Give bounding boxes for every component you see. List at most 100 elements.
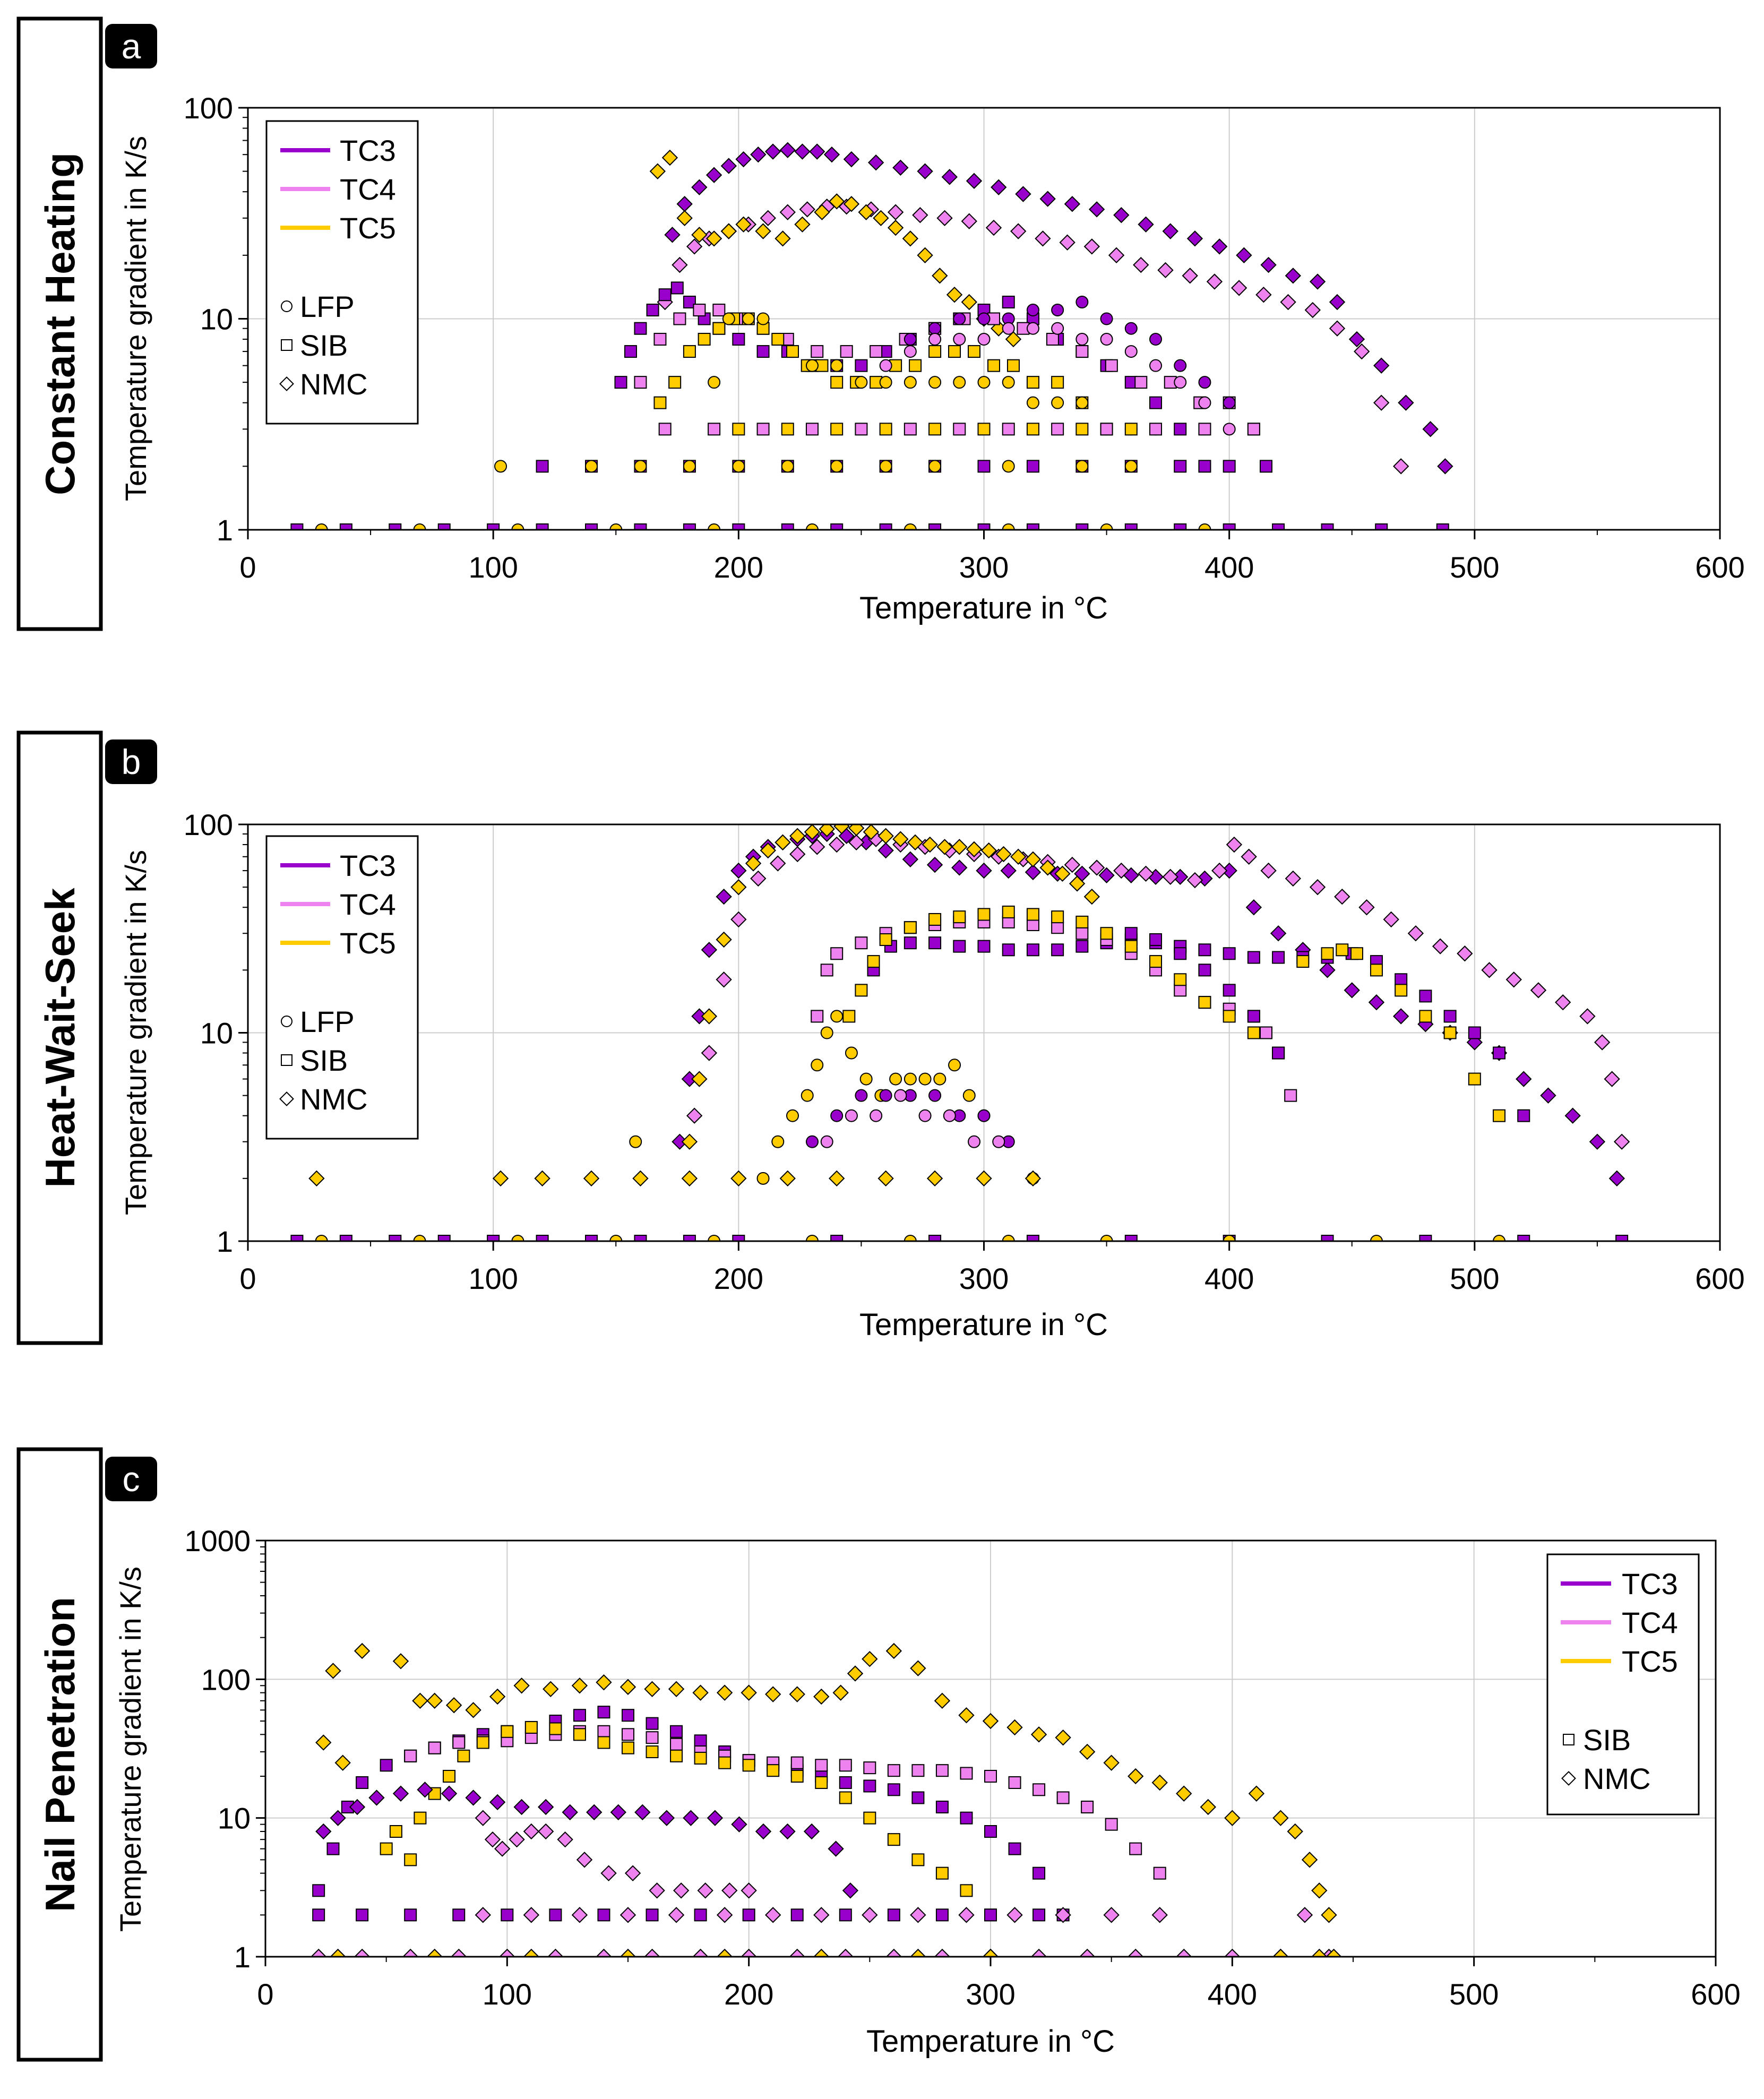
data-point bbox=[1321, 947, 1334, 960]
legend-label: NMC bbox=[1583, 1762, 1651, 1795]
data-point bbox=[1124, 345, 1138, 358]
data-point bbox=[1272, 523, 1285, 530]
data-point bbox=[903, 523, 917, 530]
data-point bbox=[928, 460, 942, 473]
y-tick-label: 1 bbox=[217, 1225, 233, 1258]
data-point bbox=[1026, 943, 1039, 957]
data-point bbox=[922, 836, 938, 853]
data-point bbox=[1026, 376, 1039, 389]
data-point bbox=[1039, 191, 1056, 207]
data-point bbox=[730, 1170, 747, 1187]
data-point bbox=[494, 1840, 511, 1857]
data-point bbox=[732, 423, 745, 436]
legend-box bbox=[265, 835, 419, 1140]
data-point bbox=[847, 1665, 864, 1682]
data-point bbox=[1051, 322, 1064, 335]
x-axis-label: Temperature in °C bbox=[866, 2024, 1115, 2059]
data-point bbox=[977, 523, 991, 530]
data-point bbox=[334, 1754, 351, 1771]
data-point bbox=[1422, 421, 1439, 437]
data-point bbox=[718, 1756, 732, 1769]
series-nmc-tc5 bbox=[315, 1642, 1337, 1923]
series-sib-tc3-late bbox=[1124, 927, 1285, 1060]
data-point bbox=[1174, 460, 1187, 473]
data-point bbox=[1285, 870, 1301, 887]
data-point bbox=[1149, 396, 1163, 409]
data-point bbox=[1223, 460, 1236, 473]
data-point bbox=[1198, 423, 1211, 436]
data-point bbox=[722, 312, 735, 325]
data-point bbox=[1075, 940, 1089, 953]
data-point bbox=[976, 862, 992, 879]
data-point bbox=[619, 1907, 636, 1923]
data-point bbox=[960, 1811, 973, 1825]
data-point bbox=[995, 846, 1012, 863]
data-point bbox=[672, 256, 688, 273]
data-point bbox=[1296, 955, 1310, 968]
data-point bbox=[741, 1684, 757, 1701]
data-point bbox=[985, 219, 1002, 236]
data-point bbox=[765, 1907, 781, 1923]
data-point bbox=[1059, 234, 1075, 251]
data-point bbox=[828, 1840, 844, 1857]
data-point bbox=[742, 1908, 755, 1922]
data-point bbox=[977, 908, 991, 921]
data-point bbox=[903, 1235, 917, 1241]
legend-label: LFP bbox=[300, 290, 355, 323]
data-point bbox=[862, 1907, 878, 1923]
data-point bbox=[692, 1684, 709, 1701]
y-tick-label: 100 bbox=[184, 808, 233, 841]
data-point bbox=[819, 824, 835, 837]
data-point bbox=[694, 1734, 707, 1748]
data-point bbox=[646, 1908, 659, 1922]
data-point bbox=[1398, 394, 1414, 411]
data-point bbox=[670, 281, 684, 295]
data-point bbox=[832, 1684, 849, 1701]
data-point bbox=[1231, 280, 1247, 296]
data-point bbox=[1270, 925, 1287, 942]
data-point bbox=[829, 836, 845, 853]
data-point bbox=[538, 1799, 554, 1816]
data-point bbox=[701, 942, 718, 958]
data-point bbox=[805, 1235, 819, 1241]
data-point bbox=[494, 460, 507, 473]
data-point bbox=[843, 151, 860, 168]
data-point bbox=[1321, 523, 1334, 530]
data-point bbox=[1443, 1026, 1457, 1039]
data-point bbox=[716, 931, 732, 948]
data-point bbox=[523, 1948, 540, 1957]
panel-a: Constant Heating a 0 100 200 300 400 500 600 1 1… bbox=[16, 16, 1745, 631]
data-point bbox=[475, 1907, 491, 1923]
data-point bbox=[538, 1823, 554, 1840]
data-point bbox=[646, 304, 659, 317]
data-point bbox=[855, 936, 868, 950]
series-lfp-tc3 bbox=[805, 1089, 1039, 1185]
data-point bbox=[1223, 523, 1236, 530]
data-point bbox=[953, 423, 966, 436]
data-point bbox=[894, 1089, 907, 1102]
series-nmc-tc5 bbox=[681, 824, 1100, 1150]
data-point bbox=[1100, 1235, 1113, 1241]
data-point bbox=[935, 1866, 949, 1880]
data-point bbox=[1530, 982, 1547, 999]
data-point bbox=[1030, 1726, 1047, 1743]
data-point bbox=[354, 1948, 371, 1957]
legend: TC3 TC4 TC5 LFP SIB NMC bbox=[265, 835, 419, 1140]
axes-ticks: 0 100 200 300 400 500 600 1 10 100 bbox=[184, 91, 1745, 584]
data-point bbox=[413, 1235, 426, 1241]
series-baseline-tc5 bbox=[330, 1948, 1342, 1957]
data-point bbox=[903, 345, 917, 358]
data-point bbox=[830, 359, 844, 372]
x-tick-label: 200 bbox=[714, 1262, 763, 1295]
data-point bbox=[681, 1170, 698, 1187]
data-point bbox=[803, 1823, 820, 1840]
data-point bbox=[389, 1235, 402, 1241]
panel-label-badge bbox=[105, 1457, 157, 1501]
legend-label: NMC bbox=[300, 367, 368, 401]
data-point bbox=[452, 1736, 466, 1749]
data-point bbox=[842, 1010, 856, 1023]
data-point bbox=[1153, 1866, 1166, 1880]
data-point bbox=[1005, 331, 1022, 348]
data-point bbox=[877, 1170, 894, 1187]
data-point bbox=[1105, 359, 1118, 372]
